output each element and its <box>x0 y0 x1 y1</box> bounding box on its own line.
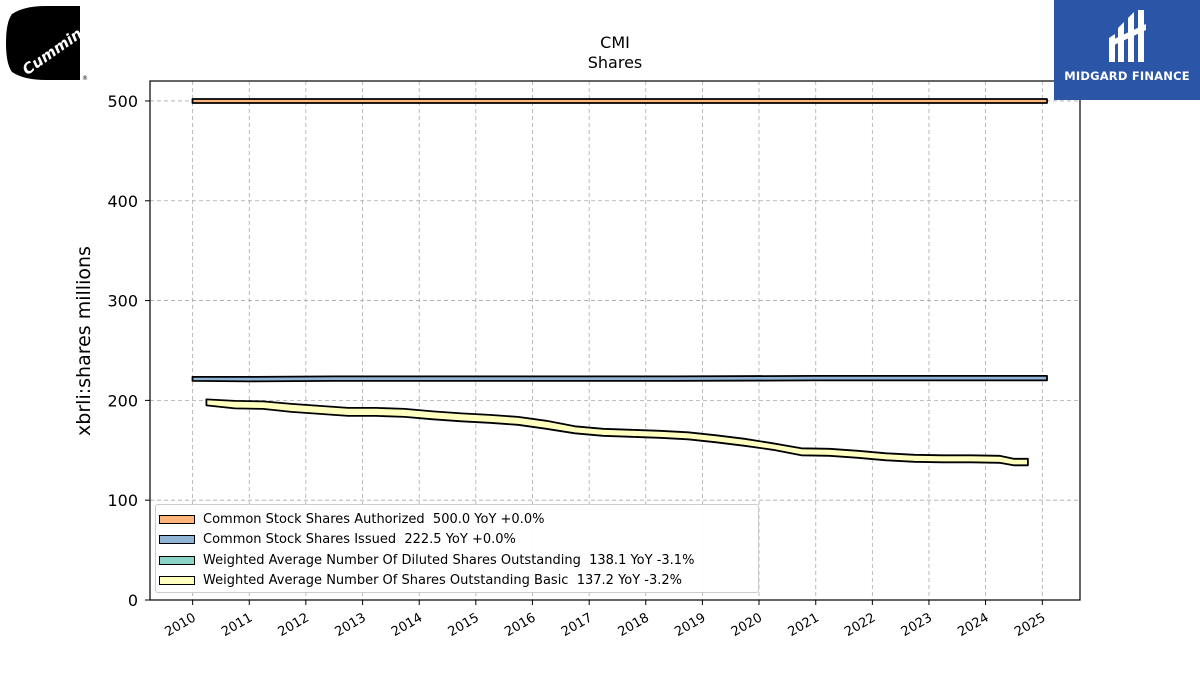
x-tick-label: 2016 <box>502 610 538 640</box>
x-tick-label: 2013 <box>332 610 368 640</box>
legend-item: Weighted Average Number Of Diluted Share… <box>159 550 758 571</box>
y-tick-label: 0 <box>128 591 138 610</box>
x-tick-label: 2018 <box>616 610 652 640</box>
chart-subtitle: Shares <box>588 53 643 72</box>
midgard-finance-logo: MIDGARD FINANCE <box>1054 0 1200 100</box>
x-tick-label: 2019 <box>672 610 708 640</box>
legend-label: Common Stock Shares Authorized 500.0 YoY… <box>203 511 545 527</box>
y-tick-label: 300 <box>107 292 138 311</box>
svg-text:®: ® <box>82 75 88 82</box>
y-tick-label: 100 <box>107 491 138 510</box>
y-axis: 0 100 200 300 400 500 <box>107 92 150 610</box>
y-axis-label: xbrli:shares millions <box>73 246 95 436</box>
chart-title: CMI <box>600 33 630 52</box>
legend-label: Common Stock Shares Issued 222.5 YoY +0.… <box>203 532 516 548</box>
x-tick-label: 2023 <box>899 610 935 640</box>
x-tick-label: 2024 <box>955 610 991 640</box>
y-tick-label: 400 <box>107 192 138 211</box>
y-tick-label: 500 <box>107 92 138 111</box>
x-axis: 2010 2011 2012 2013 2014 2015 2016 2017 2018 2019… <box>162 600 1048 640</box>
midgard-finance-text: MIDGARD FINANCE <box>1064 69 1190 83</box>
x-tick-label: 2025 <box>1012 610 1048 640</box>
x-tick-label: 2010 <box>162 610 198 640</box>
legend-label: Weighted Average Number Of Shares Outsta… <box>203 573 683 589</box>
x-tick-label: 2017 <box>559 610 595 640</box>
x-tick-label: 2021 <box>786 610 822 640</box>
x-tick-label: 2022 <box>842 610 878 640</box>
legend-item: Weighted Average Number Of Shares Outsta… <box>159 571 758 592</box>
x-tick-label: 2011 <box>219 610 255 640</box>
y-tick-label: 200 <box>107 391 138 410</box>
midgard-mark-icon <box>1109 10 1146 62</box>
cummins-logo: Cummins ® <box>6 6 93 82</box>
legend-label: Weighted Average Number Of Diluted Share… <box>203 552 695 568</box>
x-tick-label: 2020 <box>729 610 765 640</box>
x-tick-label: 2012 <box>276 610 312 640</box>
legend-item: Common Stock Shares Authorized 500.0 YoY… <box>159 509 758 530</box>
legend-swatch <box>159 576 195 586</box>
series-band-common-stock-shares-issued <box>191 374 1048 383</box>
series-band-weighted-average-number-of-shares-outstanding-basic <box>205 398 1029 467</box>
legend: Common Stock Shares Authorized 500.0 YoY… <box>155 504 759 593</box>
plot-frame <box>149 80 1081 601</box>
legend-swatch <box>159 555 195 565</box>
x-tick-label: 2014 <box>389 610 425 640</box>
grid <box>150 81 1080 601</box>
legend-item: Common Stock Shares Issued 222.5 YoY +0.… <box>159 530 758 551</box>
legend-swatch <box>159 514 195 524</box>
x-tick-label: 2015 <box>446 610 482 640</box>
series-layer <box>191 98 1048 467</box>
legend-swatch <box>159 535 195 545</box>
series-band-common-stock-shares-authorized <box>191 98 1048 104</box>
